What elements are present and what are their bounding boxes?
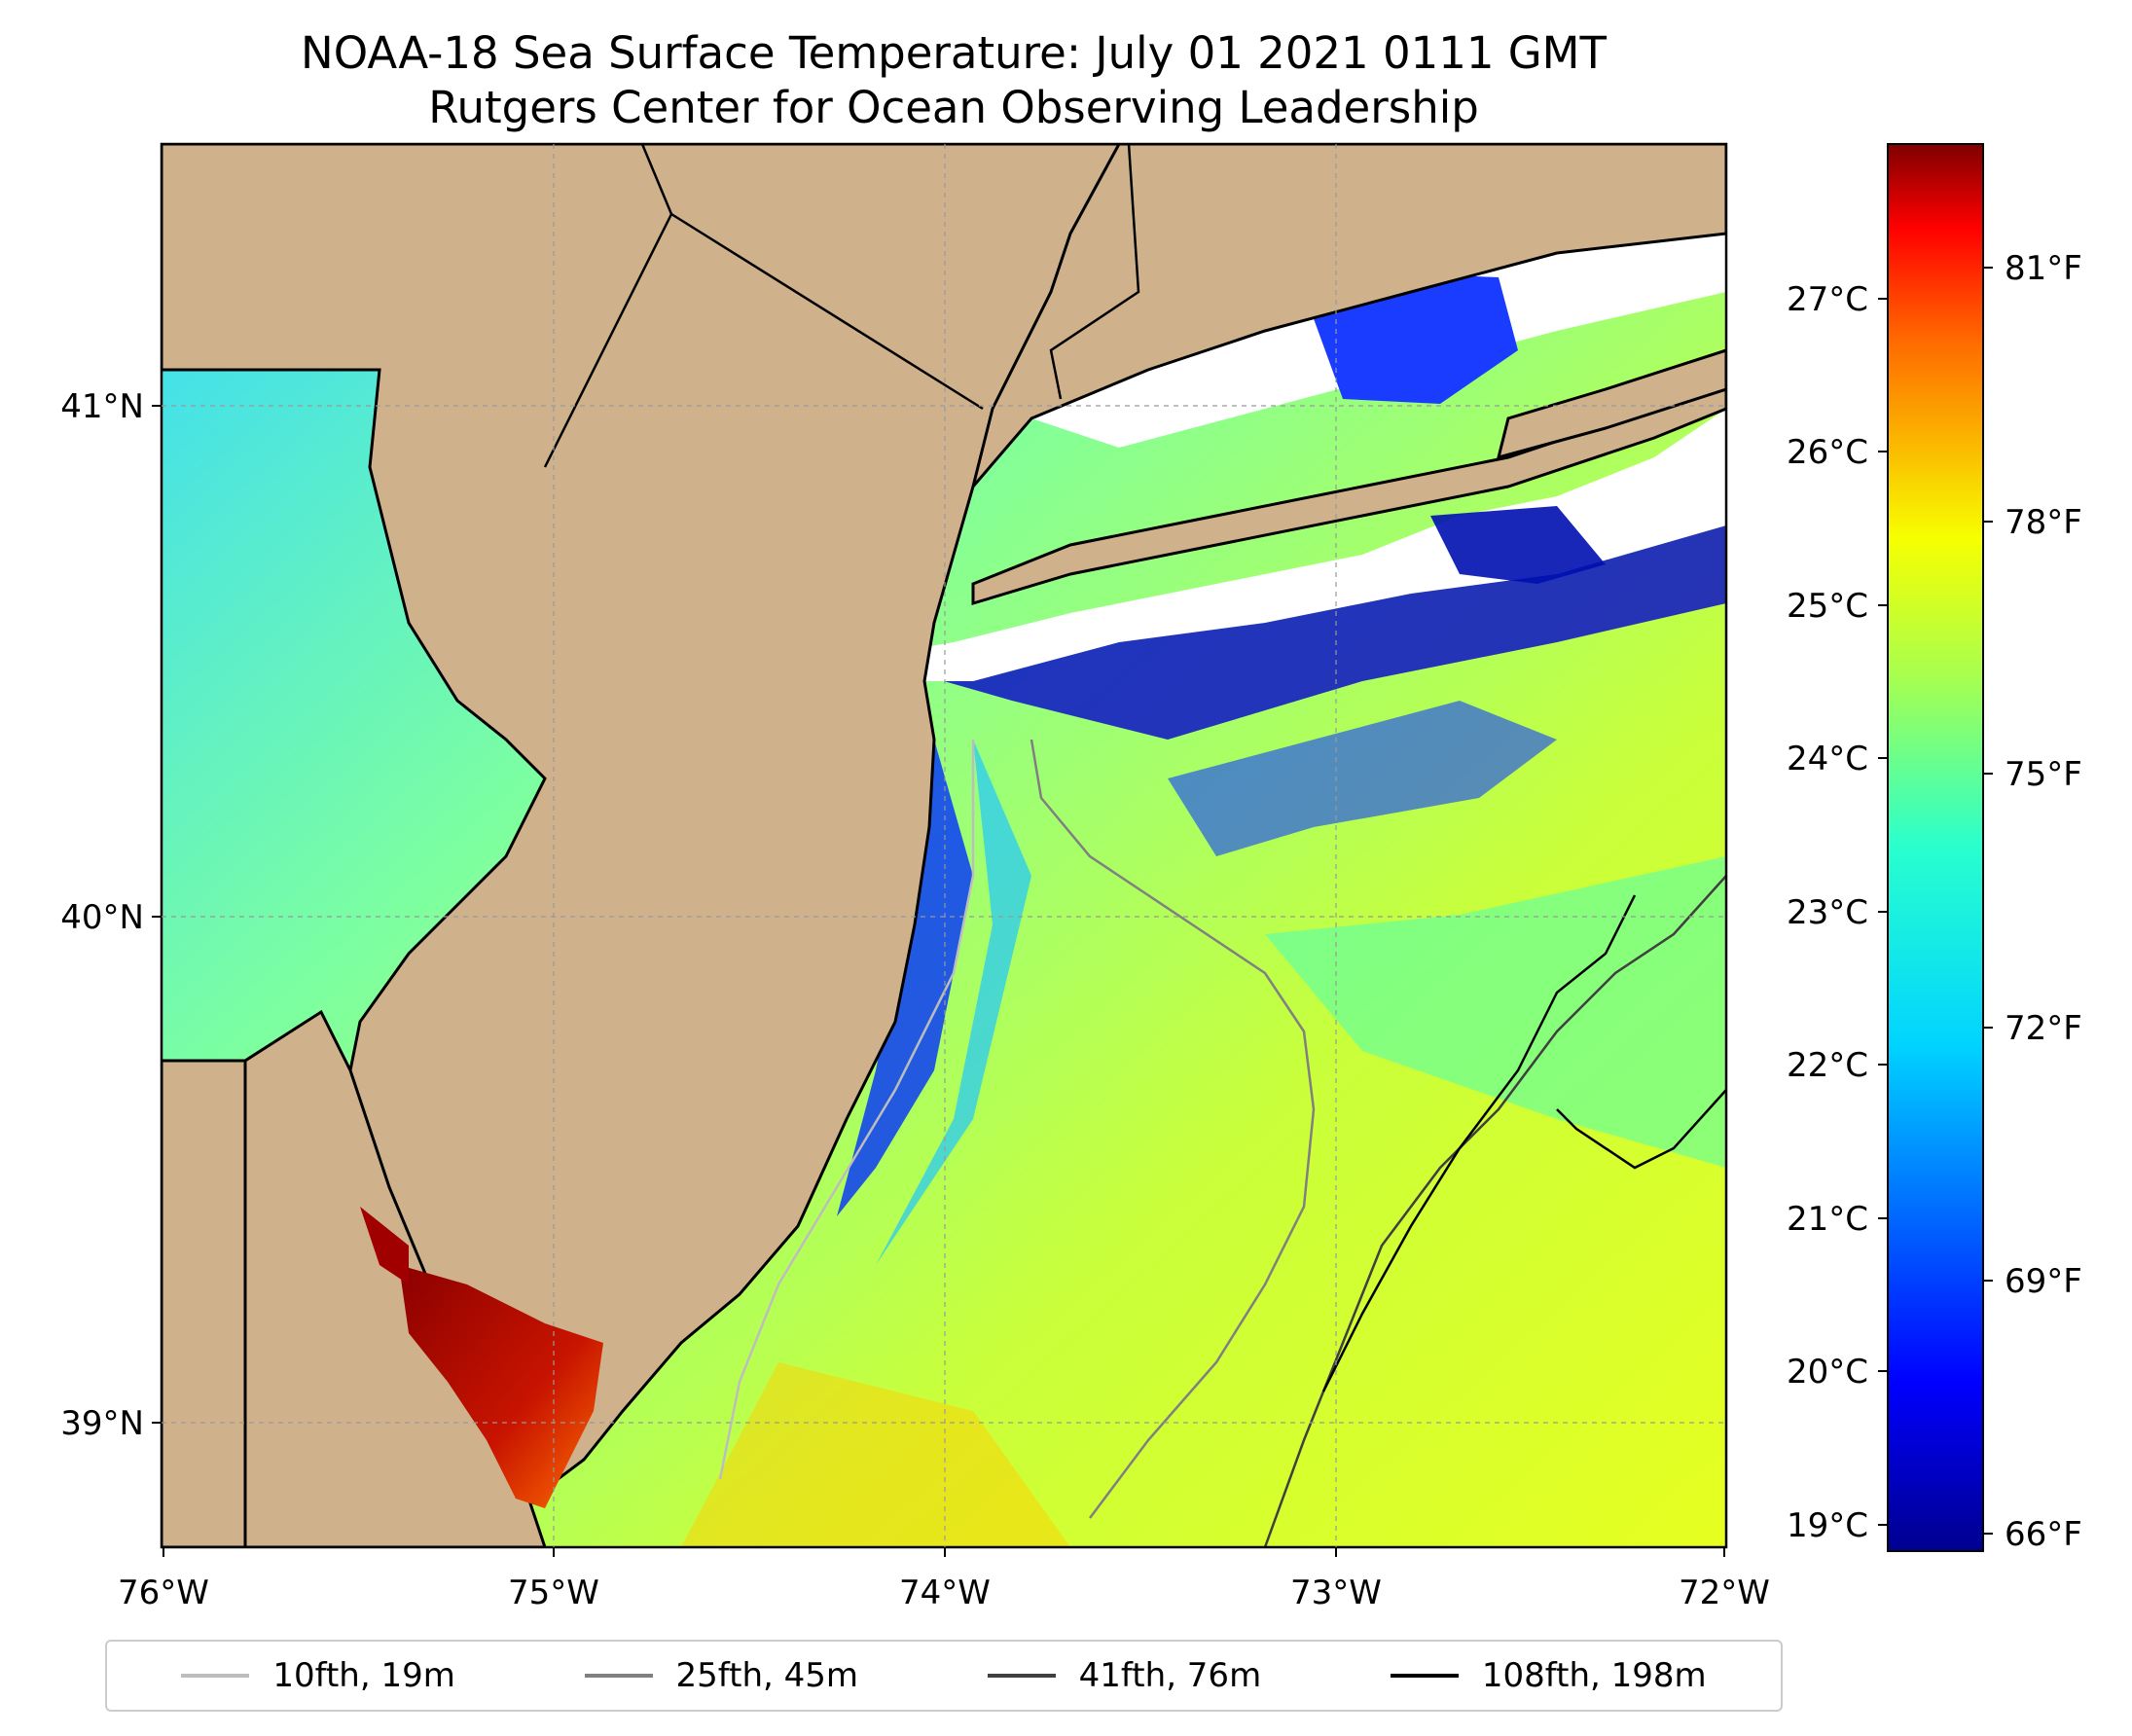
bathymetry-legend: 10fth, 19m 25fth, 45m 41fth, 76m 108fth,… (105, 1640, 1783, 1712)
land-long-island-north (1496, 348, 1726, 460)
legend-item: 108fth, 198m (1390, 1656, 1707, 1695)
legend-swatch (987, 1674, 1056, 1678)
nj-ny-north-border (670, 212, 984, 411)
legend-swatch (1390, 1674, 1459, 1678)
map-title-line2: Rutgers Center for Ocean Observing Leade… (428, 82, 1479, 133)
land-long-island (971, 387, 1726, 606)
legend-swatch (584, 1674, 653, 1678)
cold-patch-east (1430, 506, 1606, 584)
colorbar-ticks (1878, 267, 1993, 1535)
delaware-bay-upper (360, 1207, 409, 1284)
axis-ticks (152, 405, 1725, 1557)
contour-198m (1556, 1089, 1726, 1170)
legend-label: 25fth, 45m (675, 1656, 859, 1695)
map-area (162, 144, 1726, 1547)
legend-item: 25fth, 45m (584, 1656, 859, 1695)
delaware-bay-warm (399, 1265, 603, 1508)
land-new-york (971, 144, 1726, 488)
coastal-cool (876, 740, 1031, 1265)
legend-item: 10fth, 19m (181, 1656, 455, 1695)
legend-swatch (181, 1674, 250, 1678)
celsius-tick: 25°C (1787, 587, 1868, 626)
y-tick-label: 41°N (60, 387, 144, 426)
celsius-tick: 23°C (1787, 893, 1868, 932)
x-tick-label: 72°W (1679, 1573, 1770, 1612)
warm-patch (681, 1362, 1070, 1547)
map-title-line1: NOAA-18 Sea Surface Temperature: July 01… (301, 27, 1607, 79)
offshore-cool (1265, 856, 1726, 1168)
x-tick-label: 73°W (1290, 1573, 1382, 1612)
legend-label: 41fth, 76m (1078, 1656, 1262, 1695)
x-tick-label: 76°W (118, 1573, 209, 1612)
celsius-tick: 22°C (1787, 1046, 1868, 1085)
contour-198m-shelf (1321, 894, 1637, 1392)
x-tick-label: 75°W (508, 1573, 599, 1612)
y-tick-label: 39°N (60, 1404, 144, 1443)
fahrenheit-tick: 66°F (2005, 1515, 2082, 1554)
contour-45m (1030, 739, 1316, 1519)
legend-item: 41fth, 76m (987, 1656, 1262, 1695)
land-delaware (162, 1059, 247, 1547)
fahrenheit-tick: 75°F (2005, 755, 2082, 794)
fahrenheit-tick: 69°F (2005, 1262, 2082, 1301)
celsius-tick: 26°C (1787, 433, 1868, 472)
colorbar (1887, 143, 1984, 1552)
celsius-tick: 21°C (1787, 1200, 1868, 1239)
graticule (162, 144, 1726, 1547)
fahrenheit-tick: 72°F (2005, 1009, 2082, 1048)
fahrenheit-tick: 81°F (2005, 249, 2082, 288)
legend-label: 108fth, 198m (1481, 1656, 1707, 1695)
x-tick-label: 74°W (899, 1573, 991, 1612)
celsius-tick: 24°C (1787, 740, 1868, 778)
fahrenheit-tick: 78°F (2005, 503, 2082, 542)
cold-eddy (1168, 701, 1557, 856)
contour-19m (718, 740, 975, 1480)
y-tick-label: 40°N (60, 898, 144, 937)
celsius-tick: 20°C (1787, 1353, 1868, 1392)
celsius-tick: 19°C (1787, 1506, 1868, 1545)
legend-label: 10fth, 19m (272, 1656, 455, 1695)
celsius-tick: 27°C (1787, 280, 1868, 319)
ny-ct-border (1049, 144, 1140, 400)
